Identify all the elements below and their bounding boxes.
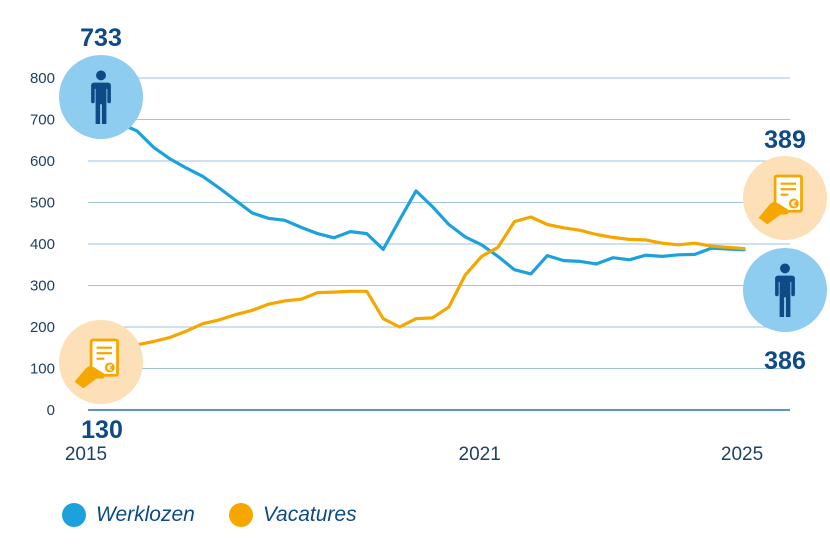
callout-werklozen-start: 733: [59, 24, 143, 139]
callout-value-label: 130: [81, 416, 123, 444]
series-line-werklozen: [102, 104, 746, 276]
y-tick-label: 300: [30, 278, 55, 295]
y-axis: 0 100 200 300 400 500 600 700 800: [30, 70, 55, 419]
legend-swatch-werklozen: [62, 503, 86, 527]
callout-value-label: 733: [80, 24, 122, 52]
y-tick-label: 100: [30, 361, 55, 378]
x-tick-label: 2025: [721, 444, 763, 465]
y-tick-label: 200: [30, 319, 55, 336]
callout-werklozen-end: 386: [743, 248, 827, 375]
legend-item-vacatures: Vacatures: [228, 503, 357, 527]
y-tick-label: 800: [30, 70, 55, 87]
y-tick-label: 0: [47, 402, 55, 419]
gridlines: [88, 77, 790, 411]
legend-label-werklozen: Werklozen: [96, 503, 195, 526]
legend: Werklozen Vacatures: [62, 503, 391, 527]
x-axis: 2015 2021 2025: [65, 444, 763, 465]
series-lines: [102, 104, 746, 358]
y-tick-label: 600: [30, 153, 55, 170]
callout-vacatures-end: 389: [743, 126, 827, 240]
y-tick-label: 400: [30, 236, 55, 253]
y-tick-label: 700: [30, 112, 55, 129]
callout-vacatures-start: 130: [59, 320, 143, 444]
legend-label-vacatures: Vacatures: [262, 503, 357, 526]
callouts: 733 130 389 386: [59, 24, 827, 444]
callout-value-label: 389: [764, 126, 806, 154]
legend-item-werklozen: Werklozen: [62, 503, 195, 527]
x-tick-label: 2015: [65, 444, 107, 465]
x-tick-label: 2021: [459, 444, 501, 465]
series-line-vacatures: [102, 215, 746, 358]
y-tick-label: 500: [30, 195, 55, 212]
legend-swatch-vacatures: [228, 503, 253, 527]
callout-value-label: 386: [764, 347, 806, 375]
